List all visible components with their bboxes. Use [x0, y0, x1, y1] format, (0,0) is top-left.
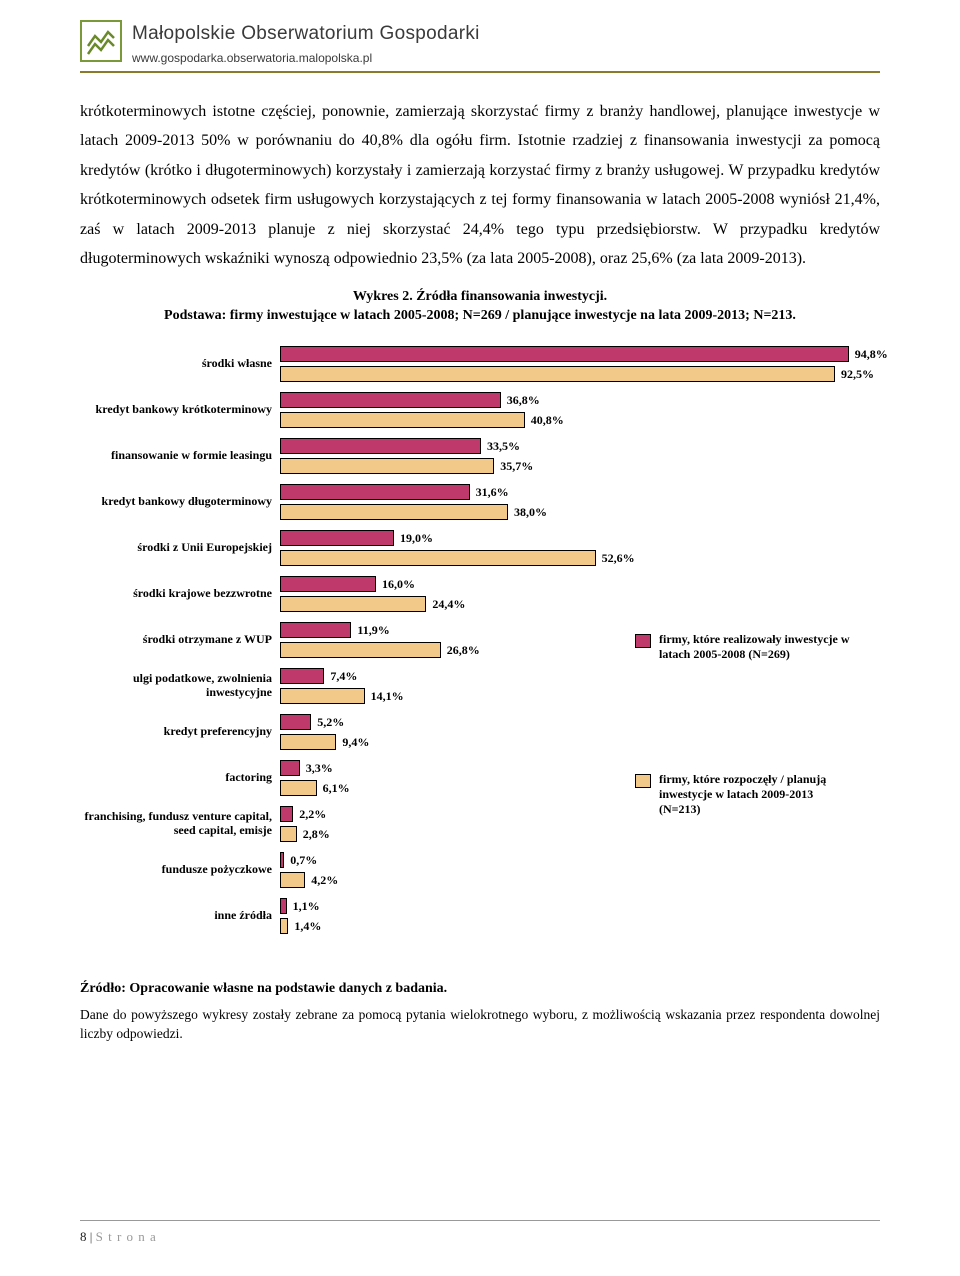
bar-series-b: [280, 504, 508, 520]
bar-series-a: [280, 484, 470, 500]
body-paragraph: krótkoterminowych istotne częściej, pono…: [80, 97, 880, 275]
bar-series-a: [280, 392, 501, 408]
category-label: środki otrzymane z WUP: [82, 618, 272, 662]
bar-series-a: [280, 898, 287, 914]
header-url: www.gospodarka.obserwatoria.malopolska.p…: [132, 49, 480, 67]
bar-series-a: [280, 668, 324, 684]
category-label: kredyt preferencyjny: [82, 710, 272, 754]
category-label: finansowanie w formie leasingu: [82, 434, 272, 478]
bar-chart: środki własnekredyt bankowy krótkotermin…: [80, 332, 880, 972]
bar-series-b: [280, 734, 336, 750]
bar-value-a: 5,2%: [317, 714, 344, 730]
bar-value-a: 31,6%: [476, 484, 509, 500]
footnote: Dane do powyższego wykresy zostały zebra…: [80, 1005, 880, 1044]
chart-title-line2: Podstawa: firmy inwestujące w latach 200…: [164, 308, 796, 323]
bar-value-b: 9,4%: [342, 734, 369, 750]
legend-swatch-b: [635, 774, 651, 788]
chart-title: Wykres 2. Źródła finansowania inwestycji…: [80, 288, 880, 326]
bar-series-b: [280, 918, 288, 934]
bar-series-b: [280, 412, 525, 428]
legend-item-a: firmy, które realizowały inwestycje w la…: [635, 632, 855, 678]
bar-series-a: [280, 438, 481, 454]
source-line: Źródło: Opracowanie własne na podstawie …: [80, 978, 880, 999]
bar-value-a: 33,5%: [487, 438, 520, 454]
bar-value-b: 26,8%: [447, 642, 480, 658]
bar-value-a: 2,2%: [299, 806, 326, 822]
category-label: środki własne: [82, 342, 272, 386]
bar-series-b: [280, 826, 297, 842]
bar-series-a: [280, 530, 394, 546]
header-title: Małopolskie Obserwatorium Gospodarki: [132, 20, 480, 49]
bar-series-b: [280, 642, 441, 658]
bar-value-b: 52,6%: [602, 550, 635, 566]
bar-series-a: [280, 622, 351, 638]
bar-series-b: [280, 688, 365, 704]
bar-value-a: 0,7%: [290, 852, 317, 868]
category-label: kredyt bankowy długoterminowy: [82, 480, 272, 524]
page-number: 8: [80, 1229, 87, 1244]
category-label: factoring: [82, 756, 272, 800]
bar-series-b: [280, 458, 494, 474]
bar-value-b: 4,2%: [311, 872, 338, 888]
bar-value-b: 92,5%: [841, 366, 874, 382]
bar-series-b: [280, 550, 596, 566]
chart-title-line1: Wykres 2. Źródła finansowania inwestycji…: [353, 289, 607, 304]
category-label: ulgi podatkowe, zwolnienia inwestycyjne: [82, 664, 272, 708]
bar-value-a: 36,8%: [507, 392, 540, 408]
legend-item-b: firmy, które rozpoczęły / planują inwest…: [635, 772, 855, 833]
category-label: franchising, fundusz venture capital, se…: [82, 802, 272, 846]
bar-series-a: [280, 714, 311, 730]
category-label: środki z Unii Europejskiej: [82, 526, 272, 570]
bar-series-a: [280, 852, 284, 868]
bar-series-b: [280, 872, 305, 888]
bar-value-a: 3,3%: [306, 760, 333, 776]
category-label: fundusze pożyczkowe: [82, 848, 272, 892]
bar-series-a: [280, 760, 300, 776]
bar-value-a: 11,9%: [357, 622, 389, 638]
bar-value-b: 24,4%: [432, 596, 465, 612]
bar-series-b: [280, 780, 317, 796]
bar-value-b: 2,8%: [303, 826, 330, 842]
bar-value-a: 1,1%: [293, 898, 320, 914]
bar-series-a: [280, 806, 293, 822]
logo-icon: [80, 20, 122, 62]
bar-value-b: 40,8%: [531, 412, 564, 428]
page-label: S t r o n a: [96, 1229, 157, 1244]
page-footer: 8 | S t r o n a: [80, 1220, 880, 1247]
category-label: inne źródła: [82, 894, 272, 938]
bar-value-a: 94,8%: [855, 346, 888, 362]
bar-value-a: 7,4%: [330, 668, 357, 684]
bar-value-b: 1,4%: [294, 918, 321, 934]
bar-series-b: [280, 596, 426, 612]
legend-text-b: firmy, które rozpoczęły / planują inwest…: [659, 772, 855, 817]
page-header: Małopolskie Obserwatorium Gospodarki www…: [80, 20, 880, 73]
bar-value-a: 16,0%: [382, 576, 415, 592]
bar-value-b: 35,7%: [500, 458, 533, 474]
bar-series-a: [280, 576, 376, 592]
category-label: kredyt bankowy krótkoterminowy: [82, 388, 272, 432]
bar-value-b: 38,0%: [514, 504, 547, 520]
bar-series-b: [280, 366, 835, 382]
legend-swatch-a: [635, 634, 651, 648]
bar-value-a: 19,0%: [400, 530, 433, 546]
bar-series-a: [280, 346, 849, 362]
legend-text-a: firmy, które realizowały inwestycje w la…: [659, 632, 855, 662]
bar-value-b: 6,1%: [323, 780, 350, 796]
bar-value-b: 14,1%: [371, 688, 404, 704]
category-label: środki krajowe bezzwrotne: [82, 572, 272, 616]
